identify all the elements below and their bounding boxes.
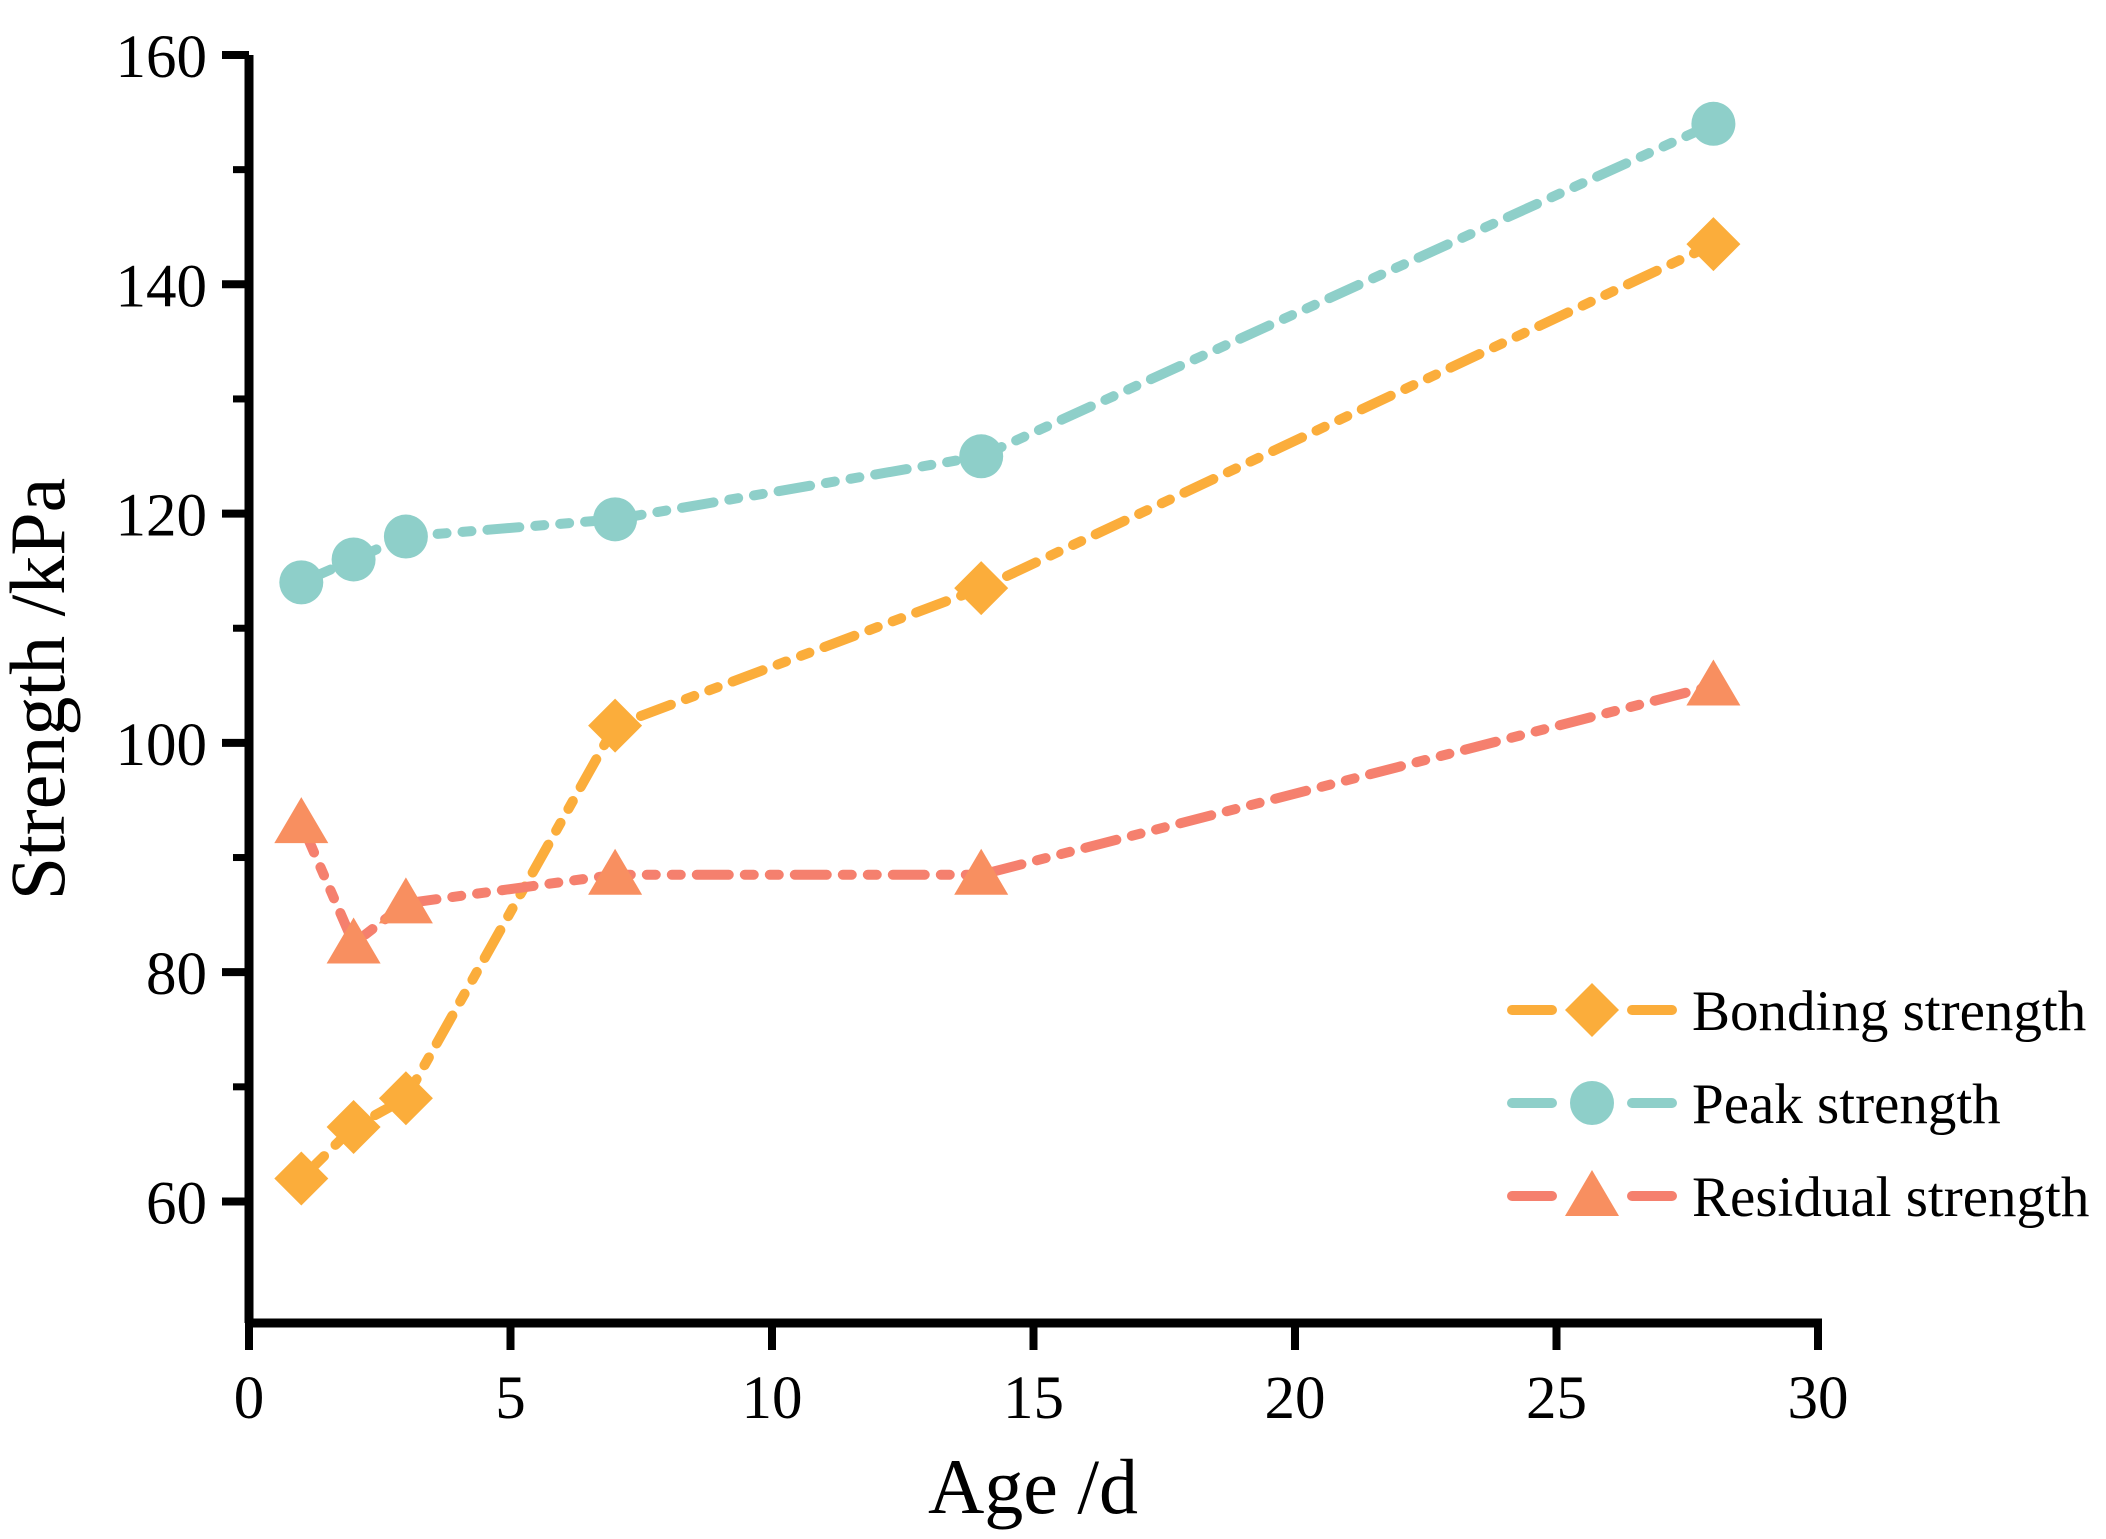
diamond-marker-bonding-strength bbox=[274, 1151, 329, 1206]
x-tick-label: 25 bbox=[1526, 1365, 1587, 1432]
diamond-marker-bonding-strength bbox=[954, 561, 1009, 616]
legend-label: Bonding strength bbox=[1692, 980, 2086, 1043]
x-axis-label: Age /d bbox=[928, 1443, 1138, 1530]
circle-marker-peak-strength bbox=[383, 514, 428, 559]
circle-marker-peak-strength bbox=[1691, 101, 1736, 146]
circle-marker-peak-strength bbox=[959, 434, 1004, 479]
x-tick-label: 20 bbox=[1265, 1365, 1326, 1432]
triangle-marker-residual-strength bbox=[274, 797, 329, 844]
x-tick-label: 15 bbox=[1003, 1365, 1064, 1432]
y-tick-label: 120 bbox=[116, 483, 208, 550]
legend-diamond-icon bbox=[1565, 983, 1619, 1037]
y-tick-label: 140 bbox=[116, 253, 208, 320]
triangle-marker-residual-strength bbox=[954, 848, 1009, 895]
x-tick-label: 10 bbox=[742, 1365, 803, 1432]
legend-label: Peak strength bbox=[1692, 1073, 2001, 1136]
legend-circle-icon bbox=[1570, 1081, 1614, 1125]
x-tick-label: 5 bbox=[495, 1365, 526, 1432]
series-line-residual-strength bbox=[296, 680, 1719, 952]
legend-triangle-icon bbox=[1565, 1170, 1619, 1216]
triangle-marker-residual-strength bbox=[378, 877, 433, 924]
diamond-marker-bonding-strength bbox=[588, 698, 643, 753]
circle-marker-peak-strength bbox=[331, 537, 376, 582]
y-tick-label: 60 bbox=[146, 1170, 207, 1237]
legend-label: Residual strength bbox=[1692, 1166, 2089, 1229]
y-tick-label: 160 bbox=[116, 24, 208, 91]
legend-item-peak-strength: Peak strength bbox=[1507, 1073, 2001, 1136]
axes: 0 5 10 15 20 25 30 60 80 100 120 140 160 bbox=[116, 24, 1849, 1432]
series-line-bonding-strength bbox=[296, 239, 1719, 1184]
circle-marker-peak-strength bbox=[593, 497, 638, 542]
y-tick-label: 80 bbox=[146, 941, 207, 1008]
y-axis-label: Strength /kPa bbox=[0, 478, 81, 901]
series-line-peak-strength bbox=[296, 118, 1719, 588]
triangle-marker-residual-strength bbox=[326, 917, 381, 964]
triangle-marker-residual-strength bbox=[1686, 659, 1741, 706]
diamond-marker-bonding-strength bbox=[378, 1071, 433, 1126]
diamond-marker-bonding-strength bbox=[1686, 217, 1741, 272]
circle-marker-peak-strength bbox=[279, 560, 324, 605]
y-tick-label: 100 bbox=[116, 712, 208, 779]
triangle-marker-residual-strength bbox=[588, 848, 643, 895]
legend: Bonding strength Peak strength Residual st… bbox=[1507, 980, 2089, 1229]
legend-item-bonding-strength: Bonding strength bbox=[1507, 980, 2086, 1043]
plot-area bbox=[274, 101, 1741, 1206]
x-tick-label: 0 bbox=[234, 1365, 265, 1432]
diamond-marker-bonding-strength bbox=[326, 1099, 381, 1154]
x-tick-label: 30 bbox=[1788, 1365, 1849, 1432]
legend-item-residual-strength: Residual strength bbox=[1507, 1166, 2089, 1229]
